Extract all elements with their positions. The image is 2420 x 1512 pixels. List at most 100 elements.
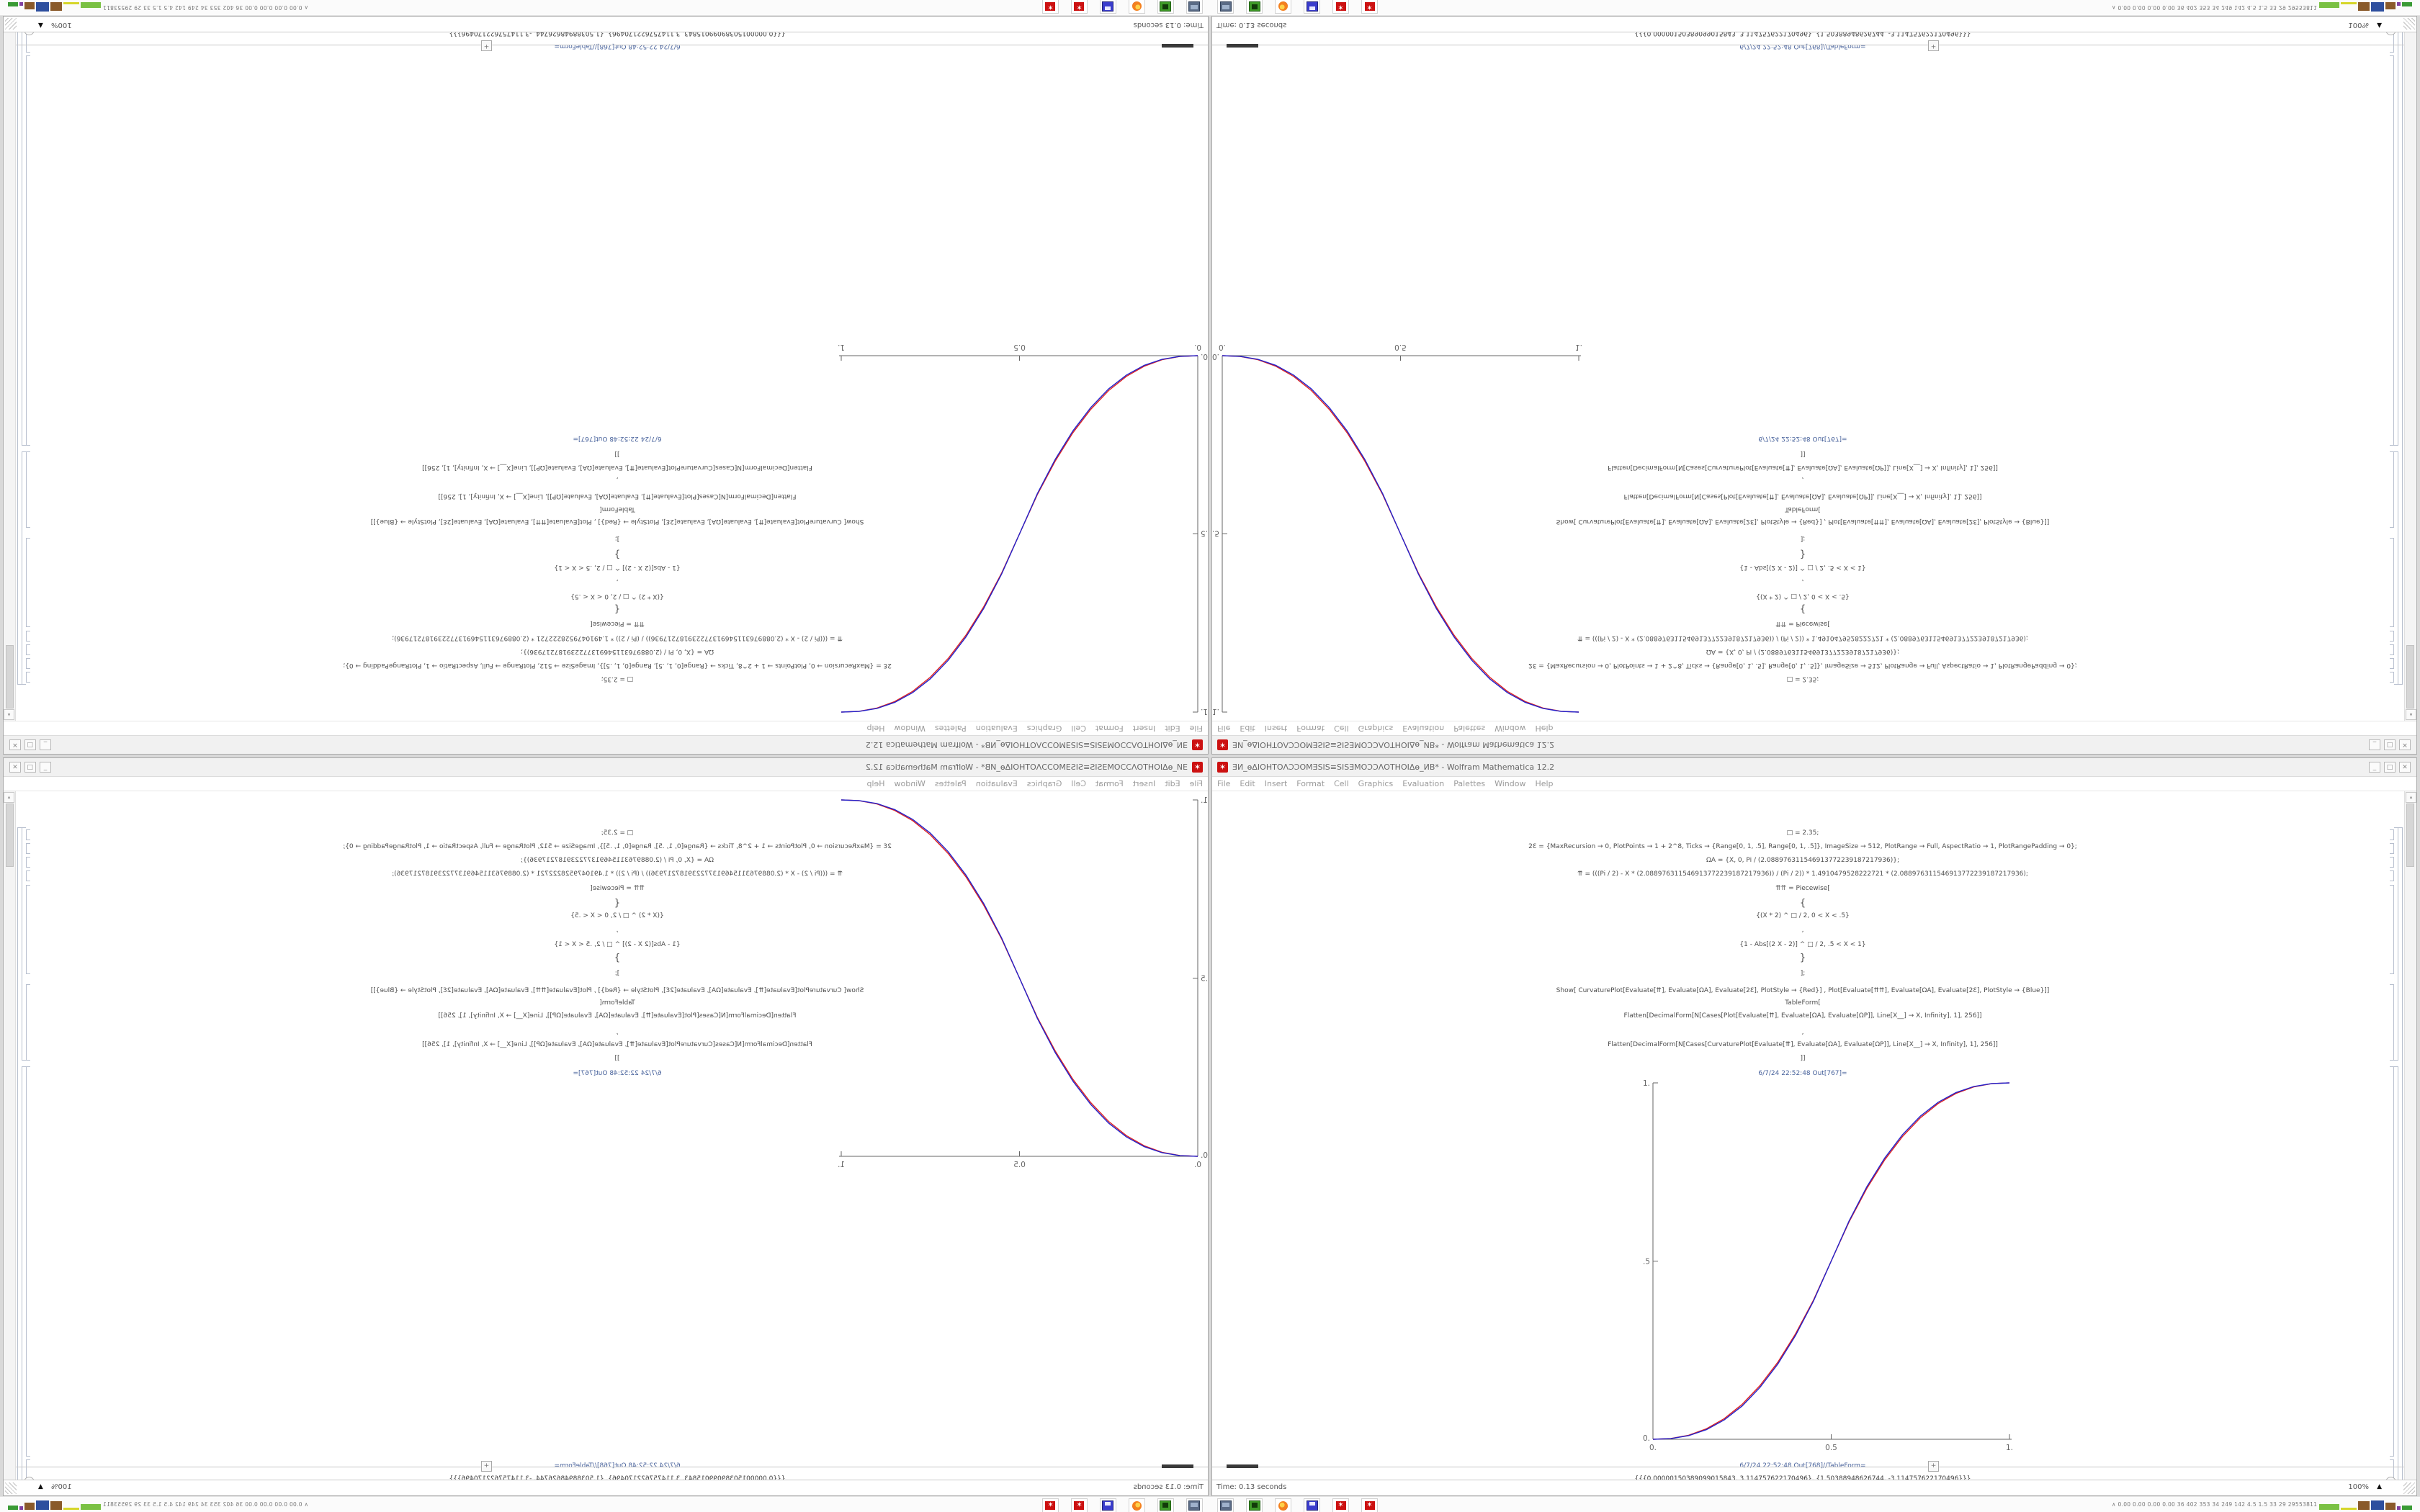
mathematica-spikey-icon-button[interactable]: ✶ — [1042, 0, 1059, 14]
cell-bracket[interactable] — [2390, 843, 2394, 854]
floppy-disk-icon-button[interactable] — [1304, 1498, 1320, 1512]
floppy-disk-icon-button[interactable] — [1100, 1498, 1116, 1512]
horizontal-scrollbar-thumb[interactable] — [1162, 1464, 1193, 1468]
menu-edit[interactable]: Edit — [1240, 724, 1255, 733]
magnification-dropdown-icon[interactable]: ▲ — [2377, 1483, 2382, 1490]
mathematica-spikey-icon-button[interactable]: ✶ — [1071, 1498, 1088, 1512]
menu-window[interactable]: Window — [1494, 779, 1526, 788]
menu-help[interactable]: Help — [866, 724, 885, 733]
computer-icon-button[interactable] — [1186, 0, 1203, 14]
mathematica-spikey-icon-button[interactable]: ✶ — [1361, 1498, 1378, 1512]
vertical-scrollbar[interactable]: ▴ — [2404, 791, 2416, 1480]
magnification-value[interactable]: 100% — [51, 21, 72, 29]
cell-bracket[interactable] — [2394, 31, 2398, 446]
cell-bracket[interactable] — [2390, 885, 2394, 974]
close-button[interactable]: ✕ — [9, 739, 21, 750]
menu-file[interactable]: File — [1189, 779, 1203, 788]
menu-format[interactable]: Format — [1296, 779, 1325, 788]
computer-icon-button[interactable] — [1217, 0, 1234, 14]
cell-bracket[interactable] — [2390, 55, 2394, 446]
insert-cell-plus-icon[interactable]: + — [1928, 1461, 1939, 1472]
menu-palettes[interactable]: Palettes — [1453, 724, 1486, 733]
menu-graphics[interactable]: Graphics — [1026, 724, 1062, 733]
vertical-scrollbar[interactable]: ▴ — [4, 32, 16, 721]
scroll-up-arrow-icon[interactable]: ▴ — [2406, 792, 2416, 803]
cell-bracket[interactable] — [2390, 1459, 2394, 1481]
menu-evaluation[interactable]: Evaluation — [975, 724, 1018, 733]
magnification-dropdown-icon[interactable]: ▲ — [38, 1483, 43, 1490]
minimize-button[interactable]: _ — [40, 739, 51, 750]
menu-graphics[interactable]: Graphics — [1358, 779, 1394, 788]
menu-evaluation[interactable]: Evaluation — [1402, 724, 1445, 733]
menu-window[interactable]: Window — [894, 779, 926, 788]
menu-insert[interactable]: Insert — [1264, 779, 1288, 788]
menu-window[interactable]: Window — [1494, 724, 1526, 733]
cell-bracket[interactable] — [26, 857, 30, 868]
menu-window[interactable]: Window — [894, 724, 926, 733]
cell-bracket[interactable] — [2390, 829, 2394, 840]
window-resize-grip[interactable] — [5, 18, 17, 30]
firefox-icon-button[interactable] — [1275, 1498, 1291, 1512]
menu-cell[interactable]: Cell — [1071, 724, 1086, 733]
window-titlebar[interactable]: ✶ ƎИ_ѳΔΙΟΗΤΟΛƆƆΟΜƎЅΙЅ≡ЅΙЅƎΜΟƆƆΛΟΤΗΟΙΔѳ_И… — [1212, 735, 2416, 754]
window-resize-grip[interactable] — [5, 1482, 17, 1494]
floppy-disk-icon-button[interactable] — [1100, 0, 1116, 14]
scroll-up-arrow-icon[interactable]: ▴ — [2406, 709, 2416, 720]
minimize-button[interactable]: _ — [40, 762, 51, 773]
close-button[interactable]: ✕ — [2399, 762, 2411, 773]
menu-format[interactable]: Format — [1296, 724, 1325, 733]
maximize-button[interactable]: □ — [2384, 739, 2396, 750]
window-resize-grip[interactable] — [2403, 18, 2415, 30]
window-titlebar[interactable]: ✶ ƎИ_ѳΔΙΟΗΤΟΛƆƆΟΜƎЅΙЅ≡ЅΙЅƎΜΟƆƆΛΟΤΗΟΙΔѳ_И… — [4, 735, 1208, 754]
magnification-value[interactable]: 100% — [2348, 21, 2369, 29]
cell-bracket[interactable] — [26, 672, 30, 683]
cell-bracket[interactable] — [2394, 827, 2398, 1061]
notebook-content[interactable]: □ = 2.35; 2Ɛ = {MaxRecursion → 0, PlotPoi… — [4, 791, 1208, 1481]
horizontal-scrollbar-thumb[interactable] — [1227, 44, 1258, 48]
menu-file[interactable]: File — [1189, 724, 1203, 733]
firefox-icon-button[interactable] — [1129, 1498, 1145, 1512]
cell-bracket[interactable] — [2394, 451, 2398, 685]
close-button[interactable]: ✕ — [2399, 739, 2411, 750]
notebook-content[interactable]: □ = 2.35; 2Ɛ = {MaxRecursion → 0, PlotPoi… — [1212, 31, 2416, 721]
menu-evaluation[interactable]: Evaluation — [1402, 779, 1445, 788]
close-button[interactable]: ✕ — [9, 762, 21, 773]
computer-icon-button[interactable] — [1186, 1498, 1203, 1512]
cell-bracket[interactable] — [26, 658, 30, 669]
maximize-button[interactable]: □ — [24, 762, 36, 773]
vertical-scrollbar-thumb[interactable] — [6, 804, 14, 867]
vertical-scrollbar[interactable]: ▴ — [4, 791, 16, 1480]
minimize-button[interactable]: _ — [2369, 762, 2380, 773]
menu-graphics[interactable]: Graphics — [1358, 724, 1394, 733]
menu-help[interactable]: Help — [866, 779, 885, 788]
cell-bracket[interactable] — [26, 984, 30, 1061]
firefox-icon-button[interactable] — [1129, 0, 1145, 14]
floppy-disk-icon-button[interactable] — [1304, 0, 1320, 14]
menu-format[interactable]: Format — [1095, 724, 1124, 733]
menu-help[interactable]: Help — [1535, 779, 1554, 788]
menu-insert[interactable]: Insert — [1132, 724, 1156, 733]
cell-bracket[interactable] — [26, 829, 30, 840]
menu-graphics[interactable]: Graphics — [1026, 779, 1062, 788]
vertical-scrollbar-thumb[interactable] — [2406, 804, 2414, 867]
firefox-icon-button[interactable] — [1275, 0, 1291, 14]
insert-cell-plus-icon[interactable]: + — [481, 40, 492, 51]
menu-edit[interactable]: Edit — [1165, 724, 1180, 733]
vertical-scrollbar-thumb[interactable] — [6, 645, 14, 708]
menu-file[interactable]: File — [1217, 779, 1231, 788]
magnification-dropdown-icon[interactable]: ▲ — [38, 22, 43, 29]
insert-cell-plus-icon[interactable]: + — [1928, 40, 1939, 51]
menu-help[interactable]: Help — [1535, 724, 1554, 733]
mathematica-spikey-icon-button[interactable]: ✶ — [1071, 0, 1088, 14]
vertical-scrollbar[interactable]: ▴ — [2404, 32, 2416, 721]
magnification-value[interactable]: 100% — [2348, 1483, 2369, 1491]
cell-bracket[interactable] — [2398, 827, 2403, 1481]
menu-palettes[interactable]: Palettes — [1453, 779, 1486, 788]
menu-palettes[interactable]: Palettes — [934, 724, 967, 733]
menu-cell[interactable]: Cell — [1071, 779, 1086, 788]
computer-icon-button[interactable] — [1217, 1498, 1234, 1512]
insert-cell-plus-icon[interactable]: + — [481, 1461, 492, 1472]
cell-bracket[interactable] — [2390, 644, 2394, 655]
cell-bracket[interactable] — [26, 644, 30, 655]
cell-bracket[interactable] — [26, 631, 30, 642]
